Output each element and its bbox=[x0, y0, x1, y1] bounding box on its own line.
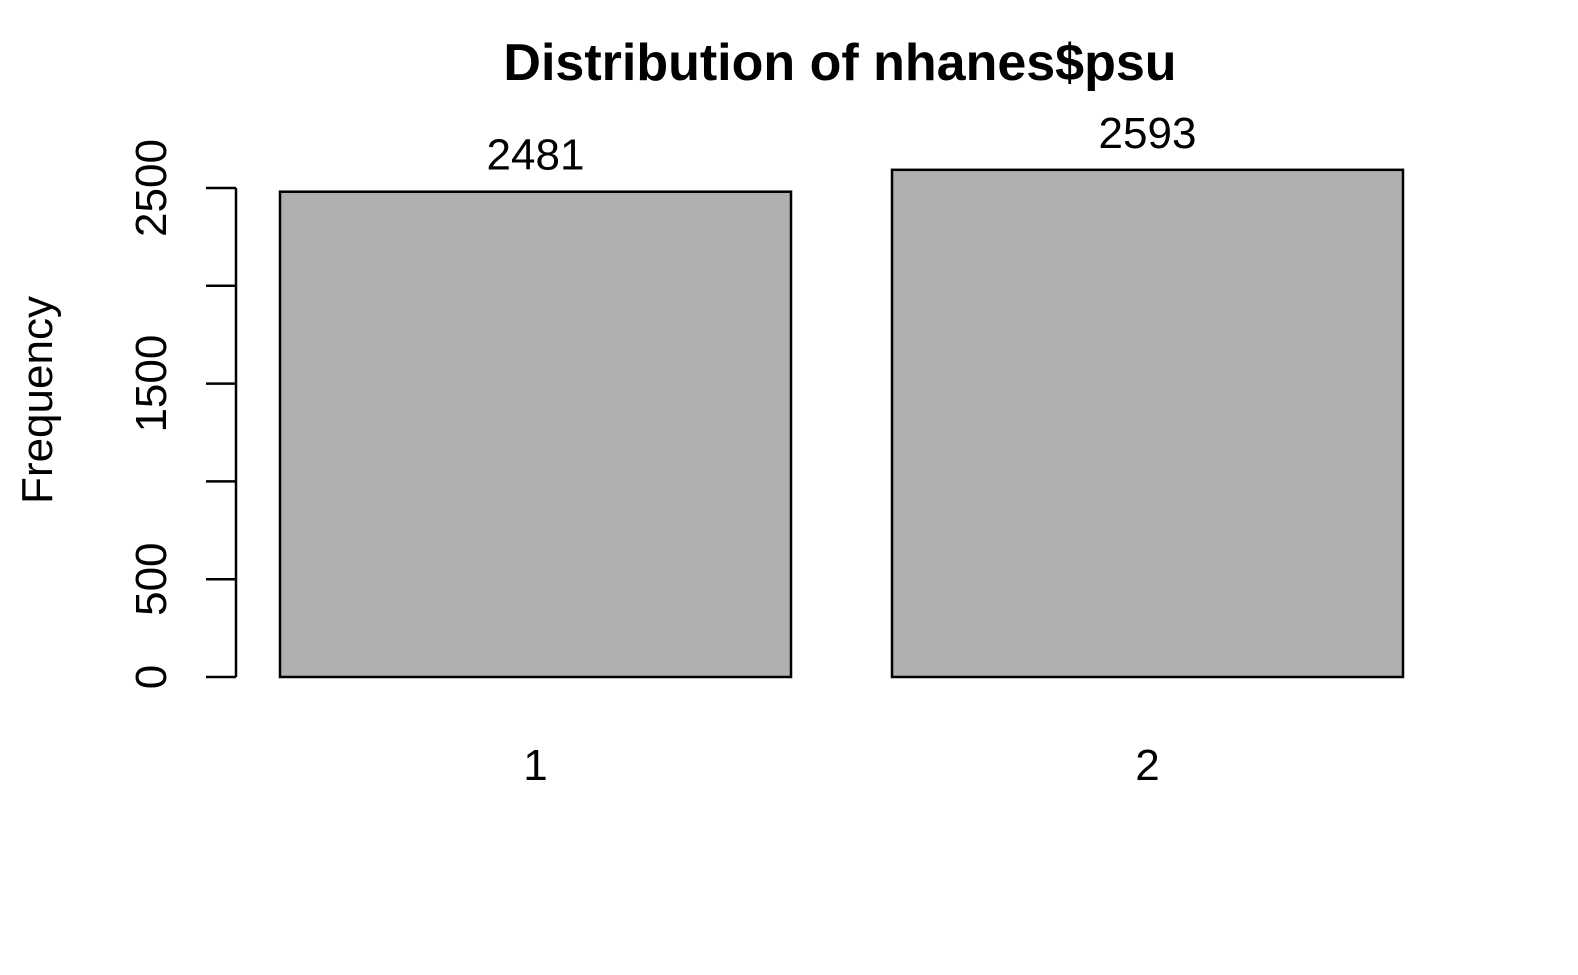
x-tick-label: 2 bbox=[1135, 741, 1159, 790]
y-tick-label: 0 bbox=[127, 665, 176, 689]
x-tick-label: 1 bbox=[523, 741, 547, 790]
bar-1 bbox=[278, 190, 793, 679]
bar-value-label: 2593 bbox=[1099, 109, 1197, 158]
bar-2 bbox=[890, 168, 1405, 679]
bar-value-label: 2481 bbox=[487, 131, 585, 180]
y-axis-label: Frequency bbox=[13, 296, 62, 504]
y-tick-label: 500 bbox=[127, 542, 176, 615]
chart-title: Distribution of nhanes$psu bbox=[503, 34, 1176, 92]
y-tick-label: 2500 bbox=[127, 139, 176, 237]
y-tick-label: 1500 bbox=[127, 335, 176, 433]
y-axis: 0 500 1500 2500 bbox=[127, 139, 238, 689]
bars-group: 2481 2593 bbox=[278, 109, 1405, 679]
